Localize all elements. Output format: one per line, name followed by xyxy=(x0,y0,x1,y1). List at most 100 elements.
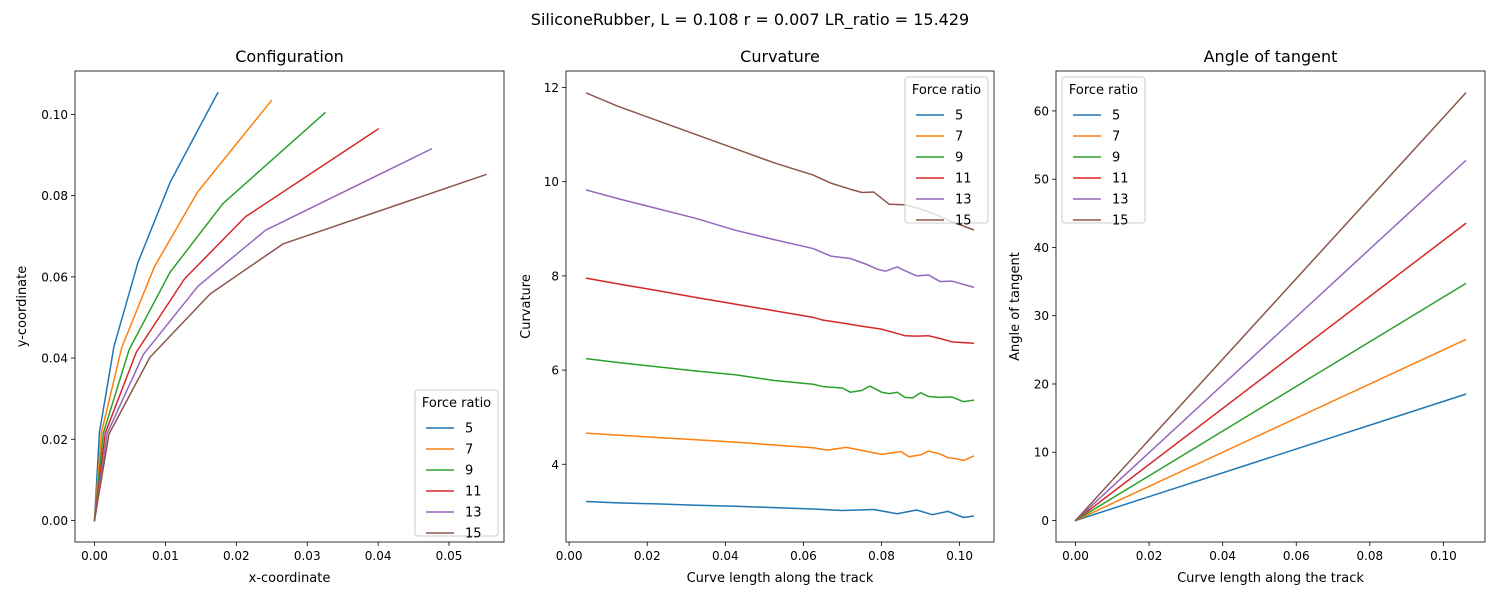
legend-entry: 11 xyxy=(1112,172,1129,187)
y-axis-label: Angle of tangent xyxy=(1008,252,1023,361)
y-tick-label: 12 xyxy=(544,81,559,95)
subplot-title: Configuration xyxy=(235,47,344,66)
legend-entry: 7 xyxy=(1112,130,1120,145)
legend-entry: 11 xyxy=(465,485,482,500)
y-axis-label: Curvature xyxy=(519,274,534,339)
legend-title: Force ratio xyxy=(422,396,491,411)
y-tick-label: 10 xyxy=(544,175,559,189)
series-group xyxy=(1074,92,1467,522)
y-tick-label: 30 xyxy=(1034,309,1049,323)
legend-entry: 15 xyxy=(465,527,482,542)
series-group xyxy=(93,91,487,522)
y-tick-label: 20 xyxy=(1034,377,1049,391)
legend: Force ratio 5 7 9 11 13 15 xyxy=(414,389,499,542)
axes-frame xyxy=(74,70,505,543)
legend-entry: 15 xyxy=(1112,214,1129,229)
subplots: 0.00 0.01 0.02 0.03 0.04 0.05 0.00 0.02 0.04 0.06… xyxy=(15,47,1486,586)
series-line-13 xyxy=(93,147,433,522)
series-line-15 xyxy=(93,173,487,522)
series-line-5 xyxy=(93,91,219,522)
x-tick-label: 0.04 xyxy=(365,549,392,563)
legend-entry: 5 xyxy=(465,422,473,437)
legend-entry: 9 xyxy=(465,464,473,479)
y-tick-label: 4 xyxy=(551,458,559,472)
x-tick-label: 0.08 xyxy=(868,549,895,563)
y-tick-label: 0.04 xyxy=(41,352,68,366)
y-axis-label: y-coordinate xyxy=(15,266,30,348)
series-line-9 xyxy=(585,357,975,403)
x-tick-label: 0.02 xyxy=(223,549,250,563)
series-line-5 xyxy=(585,500,975,519)
x-tick-label: 0.05 xyxy=(436,549,463,563)
x-axis-label: Curve length along the track xyxy=(1177,571,1364,586)
legend-entry: 5 xyxy=(955,109,963,124)
y-tick-label: 6 xyxy=(551,364,559,378)
y-tick-label: 10 xyxy=(1034,446,1049,460)
x-tick-label: 0.10 xyxy=(1430,549,1457,563)
y-tick-label: 60 xyxy=(1034,104,1049,118)
x-tick-label: 0.03 xyxy=(294,549,321,563)
legend: Force ratio 5 7 9 11 13 15 xyxy=(1061,76,1146,229)
series-line-9 xyxy=(93,111,327,522)
legend-entry: 9 xyxy=(1112,151,1120,166)
legend-entry: 13 xyxy=(955,193,972,208)
x-tick-label: 0.06 xyxy=(1283,549,1310,563)
legend-entry: 9 xyxy=(955,151,963,166)
legend-entry: 15 xyxy=(955,214,972,229)
legend-entry: 13 xyxy=(465,506,482,521)
series-line-9 xyxy=(1074,282,1467,522)
legend-entry: 5 xyxy=(1112,109,1120,124)
legend-entry: 7 xyxy=(465,443,473,458)
series-line-11 xyxy=(93,128,380,522)
series-line-15 xyxy=(1074,92,1467,522)
x-tick-label: 0.00 xyxy=(556,549,583,563)
y-tick-label: 0.08 xyxy=(41,189,68,203)
x-axis-label: x-coordinate xyxy=(249,571,331,586)
subplot-title: Curvature xyxy=(740,47,820,66)
series-line-7 xyxy=(1074,338,1467,522)
legend-title: Force ratio xyxy=(912,83,981,98)
axes-frame xyxy=(565,70,995,543)
y-tick-label: 0.00 xyxy=(41,514,68,528)
series-line-13 xyxy=(1074,159,1467,522)
x-tick-label: 0.10 xyxy=(946,549,973,563)
legend-box xyxy=(1061,76,1146,224)
legend-entry: 7 xyxy=(955,130,963,145)
series-line-13 xyxy=(585,189,975,289)
x-tick-label: 0.06 xyxy=(790,549,817,563)
axes-frame xyxy=(1055,70,1486,543)
subplot-1: 0.00 0.01 0.02 0.03 0.04 0.05 0.00 0.02 0.04 0.06… xyxy=(15,47,505,586)
legend-title: Force ratio xyxy=(1069,83,1138,98)
y-tick-label: 8 xyxy=(551,269,559,283)
legend-box xyxy=(904,76,989,224)
figure-title: SiliconeRubber, L = 0.108 r = 0.007 LR_r… xyxy=(531,10,969,30)
x-tick-label: 0.08 xyxy=(1356,549,1383,563)
subplot-3: 0.00 0.02 0.04 0.06 0.08 0.10 0 10 20 30 40 50 60 Ang… xyxy=(1008,47,1486,586)
x-tick-label: 0.02 xyxy=(634,549,661,563)
y-tick-label: 40 xyxy=(1034,241,1049,255)
legend-box xyxy=(414,389,499,537)
y-tick-label: 0.06 xyxy=(41,270,68,284)
x-tick-label: 0.00 xyxy=(81,549,108,563)
y-tick-label: 0.02 xyxy=(41,433,68,447)
legend-entry: 11 xyxy=(955,172,972,187)
series-line-11 xyxy=(1074,222,1467,522)
y-tick-label: 0.10 xyxy=(41,108,68,122)
series-line-5 xyxy=(1074,393,1467,522)
legend-entry: 13 xyxy=(1112,193,1129,208)
series-line-7 xyxy=(585,432,975,462)
x-tick-label: 0.00 xyxy=(1062,549,1089,563)
x-tick-label: 0.01 xyxy=(152,549,179,563)
series-line-11 xyxy=(585,277,975,345)
x-axis-label: Curve length along the track xyxy=(687,571,874,586)
x-tick-label: 0.02 xyxy=(1136,549,1163,563)
y-tick-label: 50 xyxy=(1034,173,1049,187)
x-tick-label: 0.04 xyxy=(712,549,739,563)
legend: Force ratio 5 7 9 11 13 15 xyxy=(904,76,989,229)
subplot-2: 0.00 0.02 0.04 0.06 0.08 0.10 4 6 8 10 12 Curvature… xyxy=(519,47,995,586)
series-line-7 xyxy=(93,99,273,522)
x-tick-label: 0.04 xyxy=(1209,549,1236,563)
subplot-title: Angle of tangent xyxy=(1204,47,1338,66)
y-tick-label: 0 xyxy=(1041,514,1049,528)
